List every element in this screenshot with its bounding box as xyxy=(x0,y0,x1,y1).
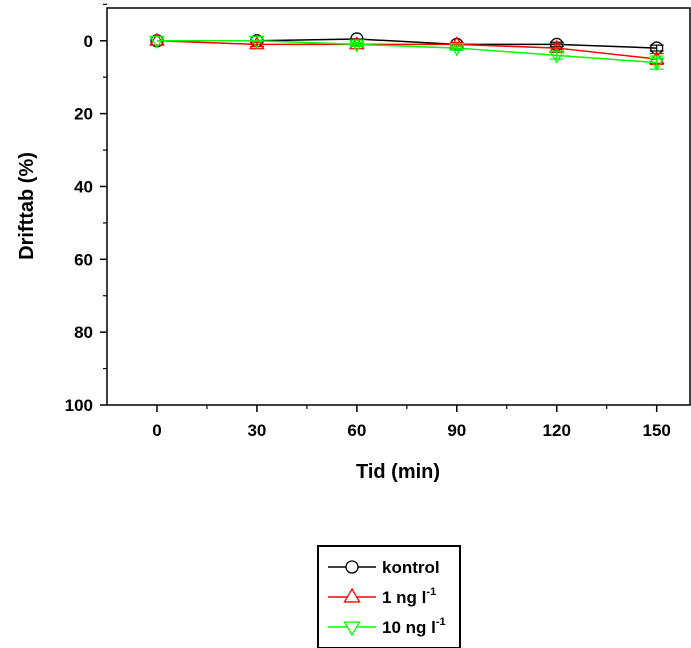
data-point xyxy=(349,39,365,53)
y-axis-title: Drifttab (%) xyxy=(16,152,38,260)
legend-marker xyxy=(343,621,361,637)
y-tick-label: 60 xyxy=(74,250,93,269)
plot-area xyxy=(106,7,691,406)
series-1-ng-l xyxy=(149,32,665,66)
data-point xyxy=(249,35,265,50)
series-line xyxy=(156,40,657,60)
legend: kontrol 1 ng l-1 10 ng l-1 xyxy=(317,545,461,648)
x-tick-label: 0 xyxy=(152,421,161,440)
y-tick-label: 100 xyxy=(65,396,93,415)
x-tick-label: 150 xyxy=(642,421,670,440)
legend-superscript: -1 xyxy=(436,616,446,628)
legend-label: kontrol xyxy=(382,558,440,577)
legend-entry-kontrol: kontrol xyxy=(328,558,440,577)
legend-marker xyxy=(343,587,361,603)
legend-marker xyxy=(345,560,359,574)
x-tick-label: 30 xyxy=(247,421,266,440)
legend-entry-1-ng-l: 1 ng l-1 xyxy=(328,586,436,607)
data-point xyxy=(449,43,465,57)
legend-label: 1 ng l-1 xyxy=(382,586,436,607)
x-axis-title: Tid (min) xyxy=(356,461,440,483)
y-tick-label: 0 xyxy=(84,32,93,51)
legend-label: 10 ng l-1 xyxy=(382,616,446,637)
data-point xyxy=(548,50,565,64)
x-tick-label: 90 xyxy=(447,421,466,440)
legend-superscript: -1 xyxy=(426,586,436,598)
data-point xyxy=(648,57,665,71)
data-point xyxy=(149,35,165,50)
x-tick-label: 60 xyxy=(347,421,366,440)
series-10-ng-l xyxy=(149,35,665,71)
x-tick-label: 120 xyxy=(543,421,571,440)
data-point xyxy=(149,32,165,46)
y-tick-label: 80 xyxy=(74,323,93,342)
legend-entry-10-ng-l: 10 ng l-1 xyxy=(328,616,446,637)
series-line xyxy=(156,40,657,64)
y-tick-label: 20 xyxy=(74,105,93,124)
y-tick-label: 40 xyxy=(74,177,93,196)
